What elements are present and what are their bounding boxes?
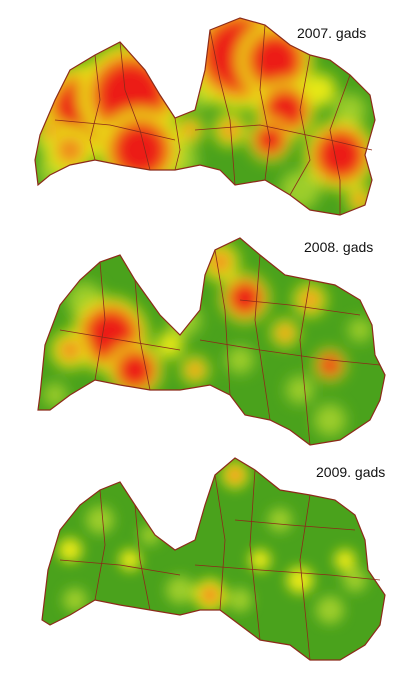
choropleth-map-2008: [37, 237, 386, 446]
country-outline: [37, 237, 386, 446]
year-label-2009: 2009. gads: [316, 464, 386, 480]
hotspot-orange: [277, 325, 293, 341]
mottle-area: [166, 576, 194, 604]
hotspot-orange: [200, 585, 220, 605]
hotspot-red: [114, 124, 166, 176]
district-borders: [54, 24, 373, 215]
hotspot-red: [317, 132, 363, 178]
hotspot-orange: [182, 122, 198, 138]
mottle-area: [63, 588, 87, 612]
year-label-2007: 2007. gads: [297, 25, 367, 41]
hotspot-orange: [227, 467, 243, 483]
mottle-area: [348, 318, 372, 342]
mottle-area: [43, 383, 67, 407]
hotspot-red: [319, 354, 341, 376]
hotspot-yellow: [310, 80, 330, 100]
country-outline: [34, 17, 376, 216]
choropleth-map-2009: [41, 457, 386, 661]
mottle-area: [226, 346, 254, 374]
hotspot-red: [251, 36, 299, 84]
map-panel-2008: 2008. gads: [0, 225, 411, 450]
hotspot-yellow: [62, 542, 78, 558]
hotspot-orange: [42, 122, 58, 138]
hotspot-orange: [58, 338, 82, 362]
mottle-area: [314, 404, 346, 436]
mottle-area: [286, 376, 314, 404]
hotspot-yellow: [162, 337, 178, 353]
year-label-2008: 2008. gads: [304, 239, 374, 255]
map-panel-2007: 2007. gads: [0, 0, 411, 225]
choropleth-map-2007: [34, 17, 376, 216]
hotspot-yellow: [292, 572, 308, 588]
hotspot-red: [229, 282, 261, 314]
hotspot-orange: [300, 290, 320, 310]
hotspot-orange: [352, 192, 368, 208]
hotspot-red: [118, 353, 152, 387]
hotspot-orange: [55, 135, 85, 165]
mottle-area: [86, 506, 114, 534]
map-panel-2009: 2009. gads: [0, 450, 411, 673]
mottle-area: [268, 508, 292, 532]
hotspot-orange: [187, 362, 203, 378]
district-borders: [59, 469, 381, 661]
hotspot-orange: [220, 120, 240, 140]
mottle-area: [228, 588, 252, 612]
hotspot-orange: [208, 250, 232, 274]
hotspot-yellow: [123, 553, 137, 567]
mottle-area: [334, 94, 366, 126]
hotspot-yellow: [253, 553, 267, 567]
mottle-area: [343, 568, 367, 592]
mottle-area: [169, 304, 201, 336]
mottle-area: [316, 596, 344, 624]
district-borders: [59, 249, 381, 446]
hotspot-yellow: [338, 553, 352, 567]
